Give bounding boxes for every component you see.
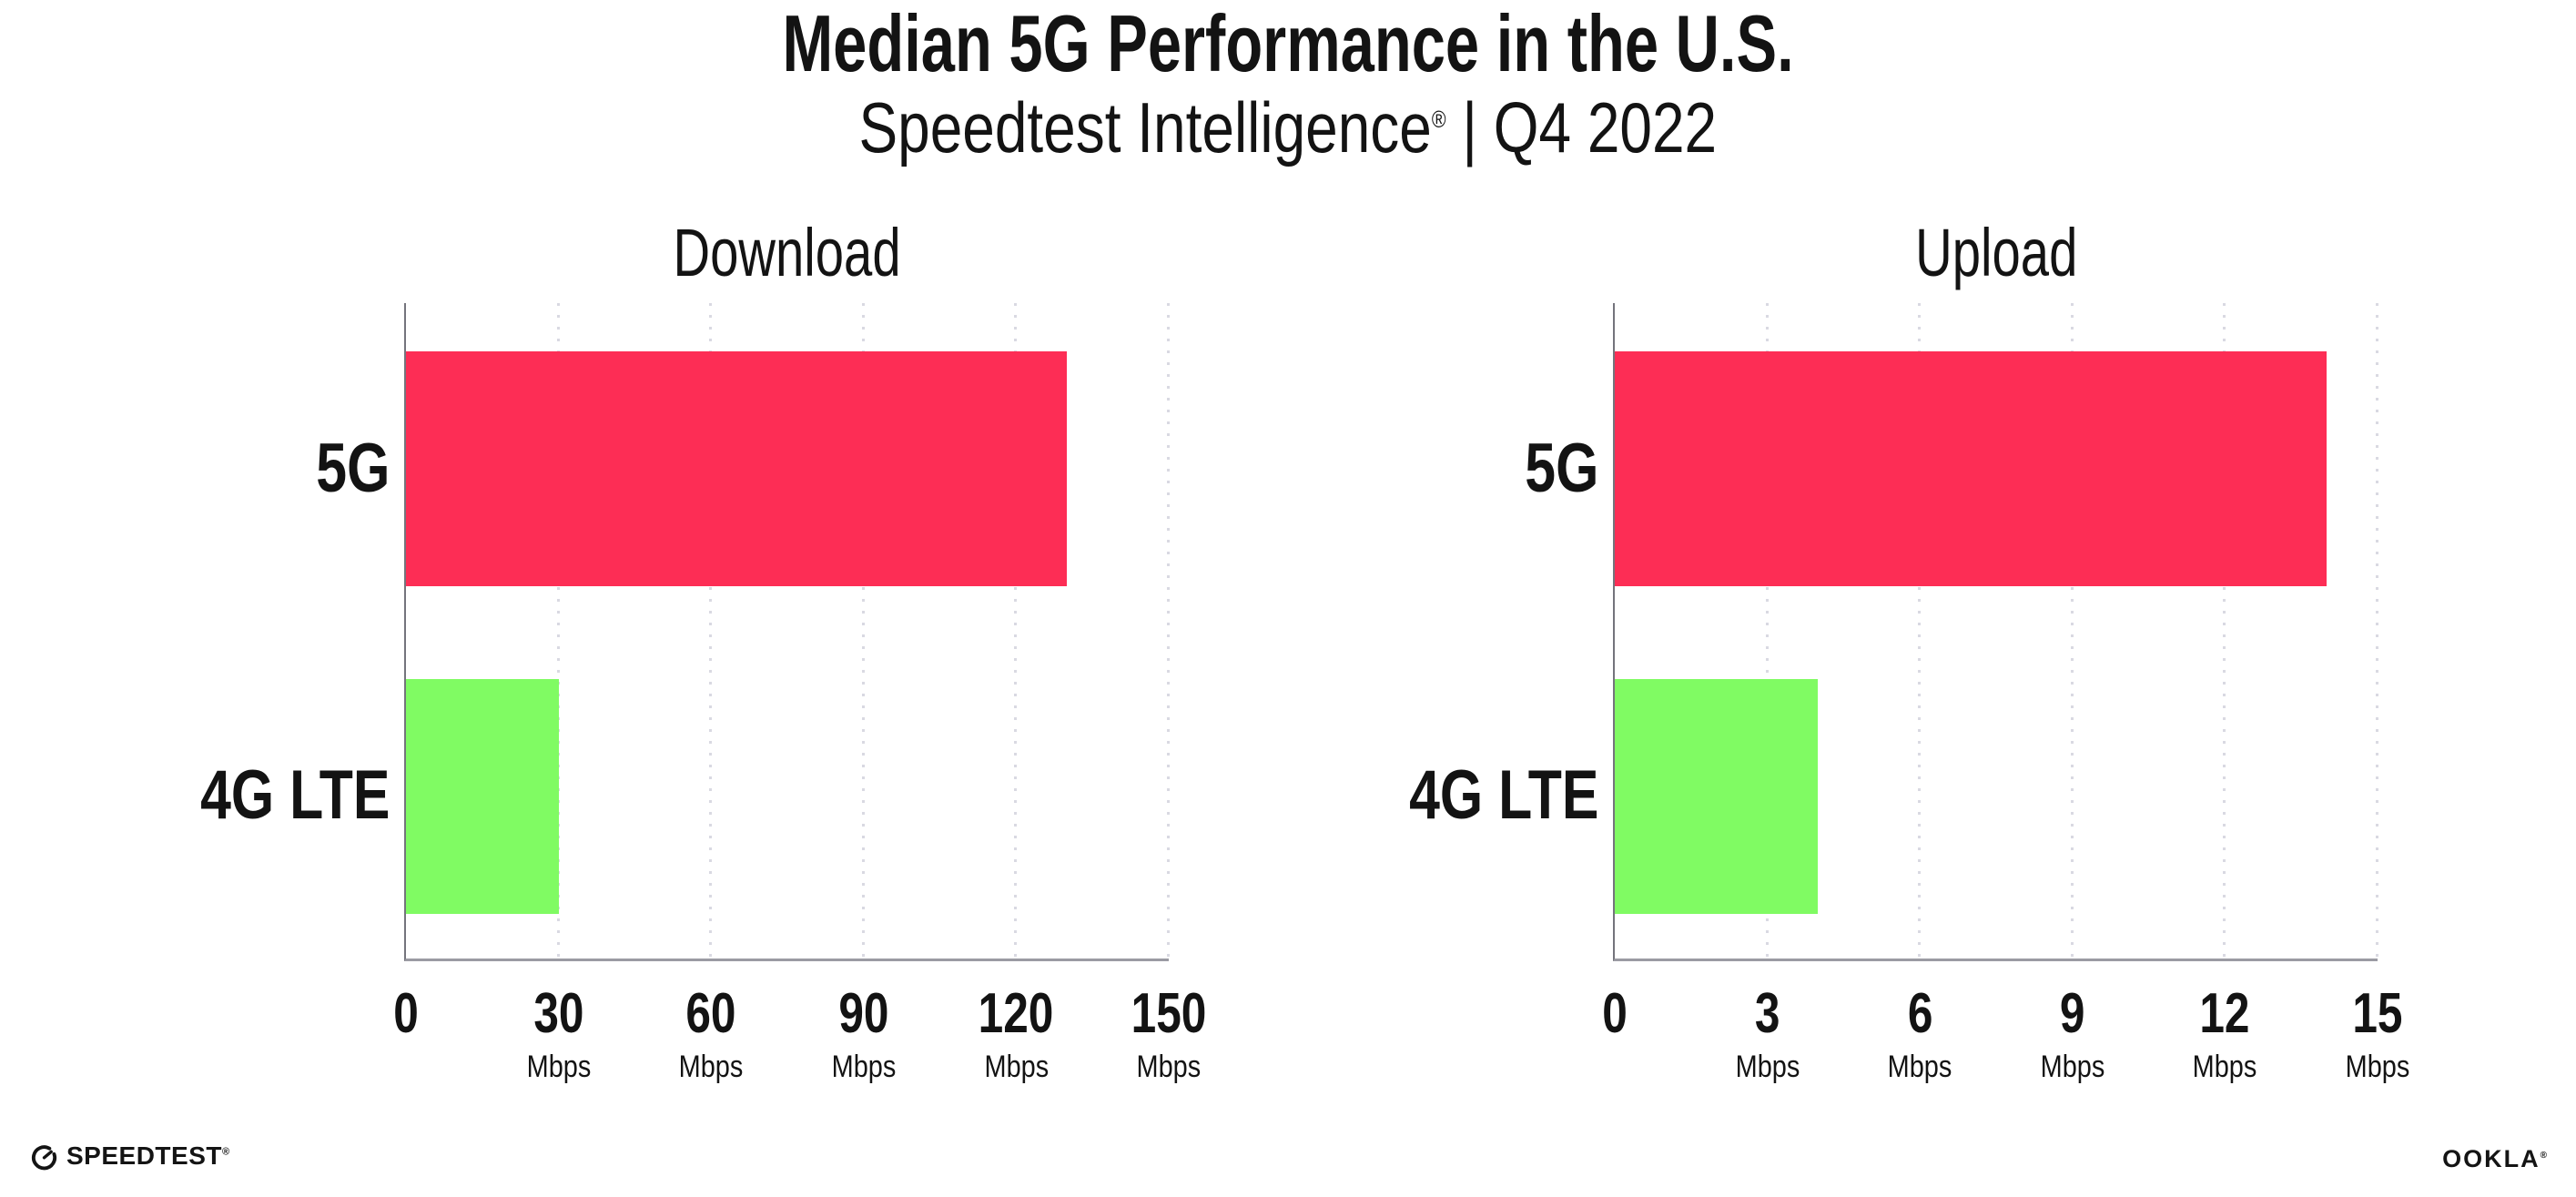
subtitle-period: | Q4 2022 [1445, 87, 1718, 167]
upload-chart: Upload 5G 4G LTE 0 3 Mbps 6 Mbps 9 Mbps … [1409, 215, 2410, 1082]
gridline [2376, 303, 2378, 959]
x-tick: 120 Mbps [979, 982, 1054, 1084]
x-tick: 30 Mbps [526, 982, 591, 1084]
download-chart-title: Download [673, 215, 902, 290]
speedtest-wordmark: SPEEDTEST® [66, 1141, 230, 1170]
category-label-5g: 5G [1524, 430, 1598, 507]
gridline [709, 303, 713, 959]
category-label-4g-lte: 4G LTE [199, 756, 390, 834]
x-tick: 15 Mbps [2345, 982, 2410, 1084]
page-title: Median 5G Performance in the U.S. [782, 0, 1794, 88]
bar-5g-upload [1615, 351, 2328, 586]
gridline [2223, 303, 2226, 959]
x-tick: 150 Mbps [1131, 982, 1207, 1084]
gridline [1765, 303, 1769, 959]
gridline [861, 303, 865, 959]
download-chart: Download 5G 4G LTE 0 30 Mbps 60 Mbps 90 … [200, 215, 1207, 1082]
x-tick: 60 Mbps [678, 982, 744, 1084]
x-tick: 0 [393, 982, 419, 1045]
bar-4g-lte-upload [1615, 679, 1819, 914]
registered-mark-icon: ® [2540, 1151, 2549, 1161]
gridline [556, 303, 560, 959]
registered-mark-icon: ® [221, 1146, 230, 1158]
gridline [1918, 303, 1922, 959]
category-label-4g-lte: 4G LTE [1408, 756, 1598, 834]
speedtest-gauge-icon [30, 1142, 58, 1171]
x-tick: 90 Mbps [831, 982, 897, 1084]
ookla-logo: OOKLA® [2442, 1145, 2549, 1173]
upload-chart-title: Upload [1914, 215, 2078, 290]
gridline [2070, 303, 2074, 959]
x-tick: 0 [1602, 982, 1628, 1045]
registered-mark-icon: ® [1432, 106, 1446, 133]
subtitle-brand: Speedtest Intelligence [858, 87, 1433, 167]
category-label-5g: 5G [315, 430, 390, 507]
x-tick: 3 Mbps [1735, 982, 1800, 1084]
x-tick: 6 Mbps [1887, 982, 1952, 1084]
x-tick: 12 Mbps [2193, 982, 2257, 1084]
gridline [1014, 303, 1018, 959]
bar-4g-lte-download [406, 679, 559, 914]
gridline [1167, 303, 1170, 959]
speedtest-logo: SPEEDTEST® [30, 1141, 230, 1171]
x-tick: 9 Mbps [2040, 982, 2105, 1084]
ookla-wordmark: OOKLA [2442, 1145, 2541, 1172]
bar-5g-download [406, 351, 1068, 586]
page-subtitle: Speedtest Intelligence® | Q4 2022 [0, 90, 2576, 166]
